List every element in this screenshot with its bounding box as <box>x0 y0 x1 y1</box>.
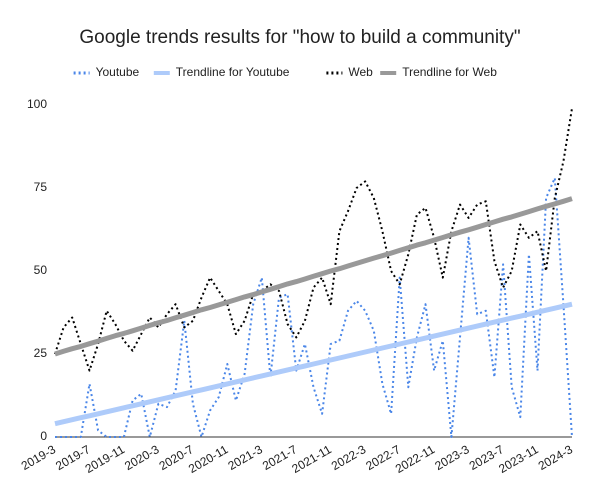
x-tick-label: 2020-11 <box>186 442 231 476</box>
legend-label: Youtube <box>96 65 140 79</box>
y-tick-label: 0 <box>40 429 47 443</box>
x-tick-label: 2022-3 <box>329 442 369 473</box>
x-tick-label: 2019-3 <box>19 442 59 473</box>
y-tick-label: 25 <box>34 346 48 360</box>
legend-label: Trendline for Youtube <box>176 65 290 79</box>
x-tick-label: 2023-11 <box>496 442 541 476</box>
legend-label: Trendline for Web <box>402 65 497 79</box>
x-tick-label: 2022-11 <box>393 442 438 476</box>
chart-title: Google trends results for "how to build … <box>79 27 520 48</box>
y-tick-label: 50 <box>34 263 48 277</box>
x-tick-label: 2019-11 <box>83 442 128 476</box>
y-tick-label: 100 <box>27 97 47 111</box>
x-tick-label: 2024-3 <box>536 442 576 473</box>
x-tick-label: 2021-3 <box>226 442 266 473</box>
y-tick-label: 75 <box>34 180 48 194</box>
x-tick-label: 2023-3 <box>432 442 472 473</box>
series-line <box>54 301 573 427</box>
series-line <box>54 108 573 372</box>
series-line <box>55 177 573 438</box>
legend-label: Web <box>348 65 373 79</box>
x-tick-label: 2021-11 <box>289 442 334 476</box>
series-line <box>54 196 573 357</box>
x-tick-label: 2020-3 <box>122 442 162 473</box>
